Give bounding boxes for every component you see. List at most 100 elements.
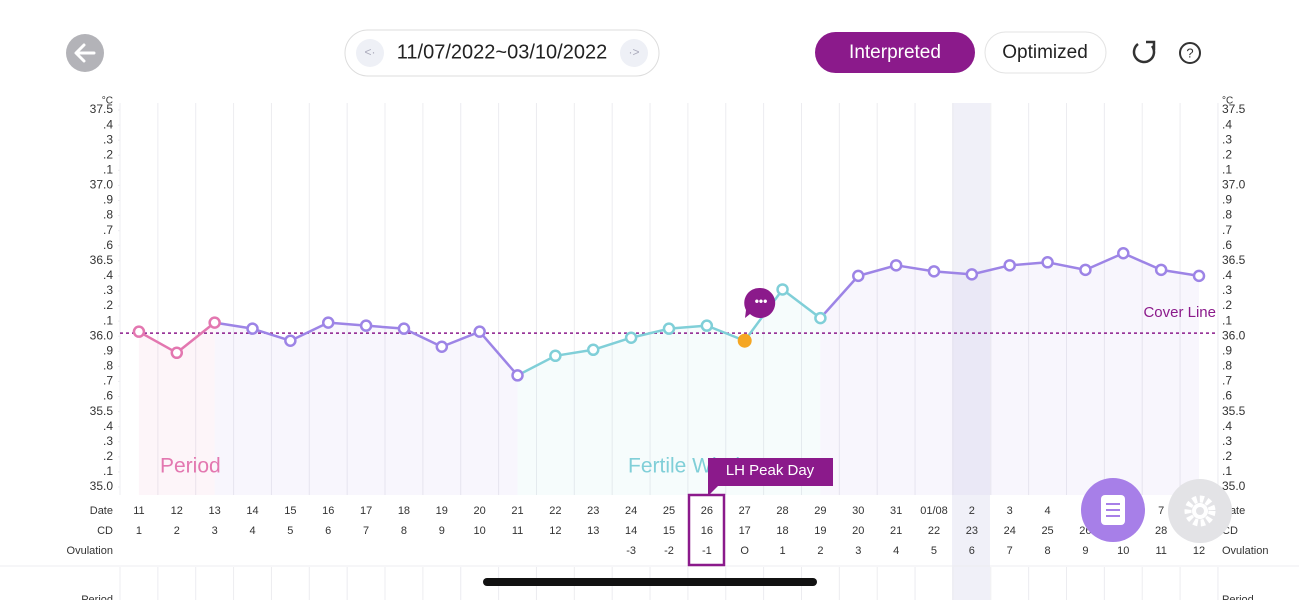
- ovulation-label: 1: [779, 545, 785, 557]
- data-point: [587, 343, 600, 357]
- line-segment: [252, 327, 291, 342]
- y-tick-label: .3: [1222, 434, 1232, 448]
- date-label: 12: [171, 505, 183, 517]
- prev-button[interactable]: [356, 39, 384, 67]
- data-point: [814, 311, 827, 325]
- data-point: [852, 269, 865, 283]
- ovulation-label: 9: [1082, 545, 1088, 557]
- tab-label: Optimized: [1002, 42, 1088, 63]
- cd-label: 5: [287, 525, 293, 537]
- y-tick-label: .8: [103, 208, 113, 222]
- y-tick-label: .3: [103, 434, 113, 448]
- line-segment: [403, 327, 443, 348]
- data-point: [435, 340, 449, 354]
- y-tick-label: .6: [103, 389, 113, 403]
- y-tick-label: .3: [1222, 283, 1232, 297]
- area-fill: [782, 289, 821, 495]
- cd-label: 11: [512, 525, 523, 537]
- date-label: 28: [776, 505, 788, 517]
- y-tick-label: .9: [103, 193, 113, 207]
- note-bubble[interactable]: [744, 287, 776, 318]
- data-point: [700, 319, 714, 332]
- cd-label: 16: [701, 525, 713, 537]
- date-label: 21: [511, 505, 523, 517]
- cd-label: 12: [549, 525, 561, 537]
- data-point: [321, 316, 335, 329]
- area-fill: [1161, 269, 1200, 495]
- tab-label: Interpreted: [849, 42, 941, 63]
- y-tick-label: .6: [1222, 238, 1232, 252]
- y-tick-label: .2: [103, 147, 113, 161]
- settings-icon-hole: [1196, 507, 1204, 515]
- data-point: [511, 369, 524, 382]
- y-tick-label: .4: [103, 117, 113, 131]
- area-fill: [517, 355, 556, 495]
- y-tick-label: 37.5: [1222, 102, 1246, 116]
- date-label: 25: [663, 505, 675, 517]
- data-point: [549, 349, 562, 363]
- optimized-tab[interactable]: [984, 31, 1107, 74]
- ovulation-label: 11: [1155, 545, 1166, 557]
- help-mark: ?: [1186, 45, 1193, 60]
- data-point: [1003, 259, 1016, 272]
- area-fill: [1047, 262, 1086, 495]
- area-fill: [366, 325, 404, 495]
- next-button[interactable]: [620, 39, 648, 67]
- interpreted-tab[interactable]: [815, 32, 975, 73]
- date-label: 18: [398, 505, 410, 517]
- line-segment: [328, 321, 367, 327]
- date-label: 20: [474, 505, 486, 517]
- row-label: Period: [1222, 594, 1254, 600]
- cd-label: 28: [1155, 525, 1167, 537]
- y-tick-label: .4: [103, 268, 113, 282]
- home-indicator: [483, 578, 817, 586]
- ovulation-label: -1: [702, 545, 712, 557]
- area-fill: [631, 328, 669, 495]
- line-segment: [365, 324, 405, 330]
- ovulation-label: O: [740, 545, 749, 557]
- y-tick-label: .1: [103, 162, 113, 176]
- row-label: Ovulation: [1222, 545, 1268, 557]
- data-point: [662, 322, 676, 335]
- help-icon[interactable]: [1179, 42, 1201, 64]
- cd-label: 8: [401, 525, 407, 537]
- y-tick-label: .3: [103, 132, 113, 146]
- y-tick-label: .1: [1222, 313, 1232, 327]
- date-label: 7: [1158, 505, 1164, 517]
- y-tick-label: .7: [103, 223, 113, 237]
- ovulation-label: 3: [855, 545, 861, 557]
- area-fill: [176, 322, 215, 495]
- cd-label: 1: [136, 525, 142, 537]
- data-point: [170, 346, 184, 360]
- area-fill: [593, 337, 632, 495]
- y-tick-label: .2: [103, 449, 113, 463]
- data-point: [1117, 247, 1130, 260]
- ovulation-label: 7: [1007, 545, 1013, 557]
- lh-tooltip: [708, 458, 833, 496]
- y-tick-label: .7: [1222, 223, 1232, 237]
- date-label: 17: [360, 505, 372, 517]
- data-point: [965, 268, 979, 281]
- data-point: [473, 325, 486, 338]
- phase-label: Period: [160, 455, 221, 478]
- line-segment: [1009, 261, 1048, 267]
- cover-line-label: Cover Line: [1143, 304, 1216, 321]
- line-segment: [781, 288, 822, 320]
- area-fill: [971, 265, 1010, 495]
- highlight-column: [952, 103, 990, 600]
- data-point: [776, 283, 789, 296]
- y-tick-label: .8: [1222, 208, 1232, 222]
- date-label: 22: [549, 505, 561, 517]
- date-range-pill: [344, 29, 660, 77]
- y-tick-label: 35.0: [90, 479, 114, 493]
- data-point: [1154, 263, 1168, 277]
- line-segment: [819, 275, 860, 319]
- y-tick-label: 37.5: [90, 102, 114, 116]
- refresh-icon[interactable]: [1132, 43, 1156, 64]
- area-fill: [706, 325, 745, 495]
- ovulation-label: 8: [1045, 545, 1051, 557]
- data-point: [889, 259, 903, 272]
- refresh-arrow: [1146, 40, 1156, 50]
- date-label: 26: [701, 505, 713, 517]
- area-fill: [403, 328, 442, 495]
